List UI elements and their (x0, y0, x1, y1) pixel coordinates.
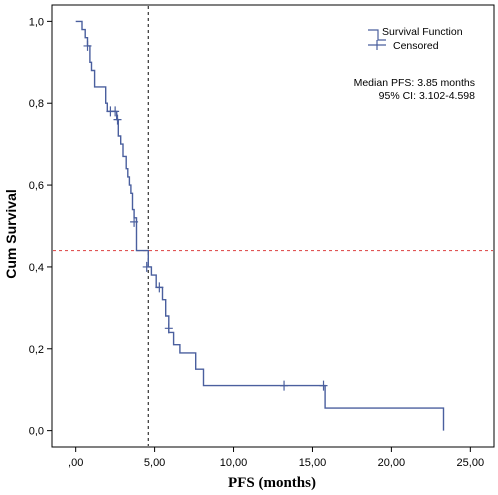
plot-frame (51, 4, 495, 448)
censored-mark (111, 106, 120, 117)
x-axis-title: PFS (months) (228, 475, 316, 491)
censored-mark (155, 282, 164, 293)
x-tick-label: 10,00 (220, 457, 248, 469)
y-axis-title: Cum Survival (3, 189, 19, 278)
legend-censored-label: Censored (393, 40, 439, 52)
x-tick-label: ,00 (68, 457, 83, 469)
legend: Survival Function Censored (368, 26, 463, 52)
reference-lines (53, 6, 493, 446)
y-tick-label: 0,6 (29, 180, 44, 192)
x-tick-label: 15,00 (299, 457, 327, 469)
censored-marks (83, 40, 328, 391)
y-tick-label: 0,8 (29, 98, 44, 110)
series (75, 20, 445, 431)
y-tick-label: 1,0 (29, 16, 44, 28)
survival-step-line (75, 20, 445, 431)
axes: 0,0 0,2 0,4 0,6 0,8 1,0 ,00 5,00 10,00 15,00 20,00… (29, 4, 495, 469)
censored-mark (83, 40, 92, 51)
censored-mark (130, 216, 139, 227)
censored-mark (142, 261, 151, 272)
x-tick-label: 25,00 (457, 457, 485, 469)
censored-mark (164, 323, 173, 334)
ci-annotation: 95% CI: 3.102-4.598 (379, 90, 475, 102)
y-tick-label: 0,4 (29, 262, 44, 274)
y-tick-label: 0,2 (29, 344, 44, 356)
legend-survival-swatch (368, 29, 386, 41)
x-tick-label: 20,00 (378, 457, 406, 469)
censored-mark (113, 114, 122, 125)
median-annotation: Median PFS: 3.85 months (354, 77, 475, 89)
x-tick-label: 5,00 (144, 457, 165, 469)
legend-censored-swatch (368, 40, 386, 50)
censored-mark (280, 380, 289, 391)
y-tick-label: 0,0 (29, 426, 44, 438)
legend-survival-label: Survival Function (382, 26, 463, 38)
censored-mark (319, 380, 328, 391)
